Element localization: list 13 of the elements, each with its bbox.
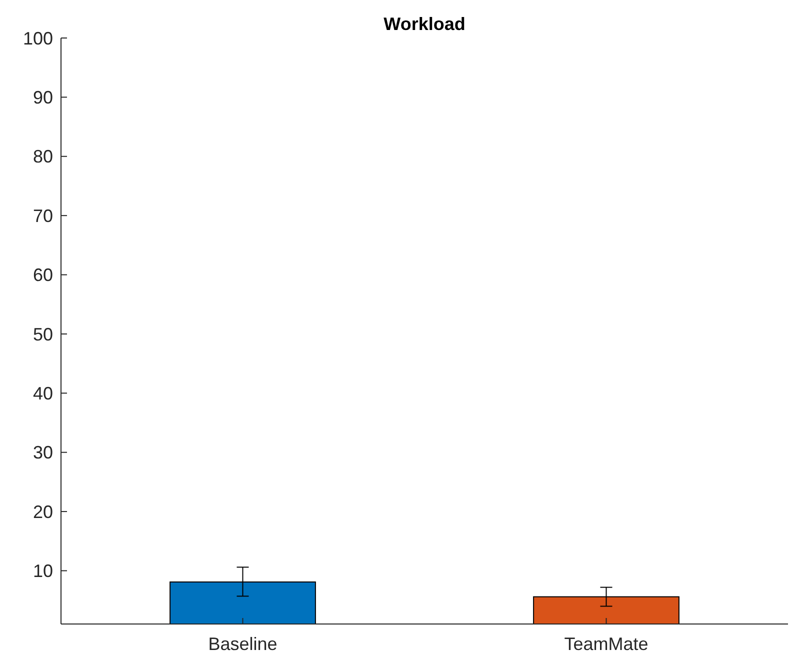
x-tick-label: TeamMate: [564, 634, 648, 654]
x-tick-label: Baseline: [208, 634, 278, 654]
y-tick-label: 10: [32, 561, 53, 582]
y-tick-label: 50: [32, 324, 53, 344]
y-tick-label: 80: [32, 146, 53, 167]
y-tick-label: 40: [32, 383, 53, 404]
chart-title: Workload: [384, 14, 466, 34]
y-tick-label: 20: [32, 502, 53, 522]
y-tick-label: 60: [32, 265, 53, 286]
y-tick-label: 30: [32, 442, 53, 463]
y-tick-label: 90: [32, 87, 53, 108]
y-tick-label: 70: [32, 206, 53, 226]
y-tick-label: 100: [22, 28, 53, 48]
